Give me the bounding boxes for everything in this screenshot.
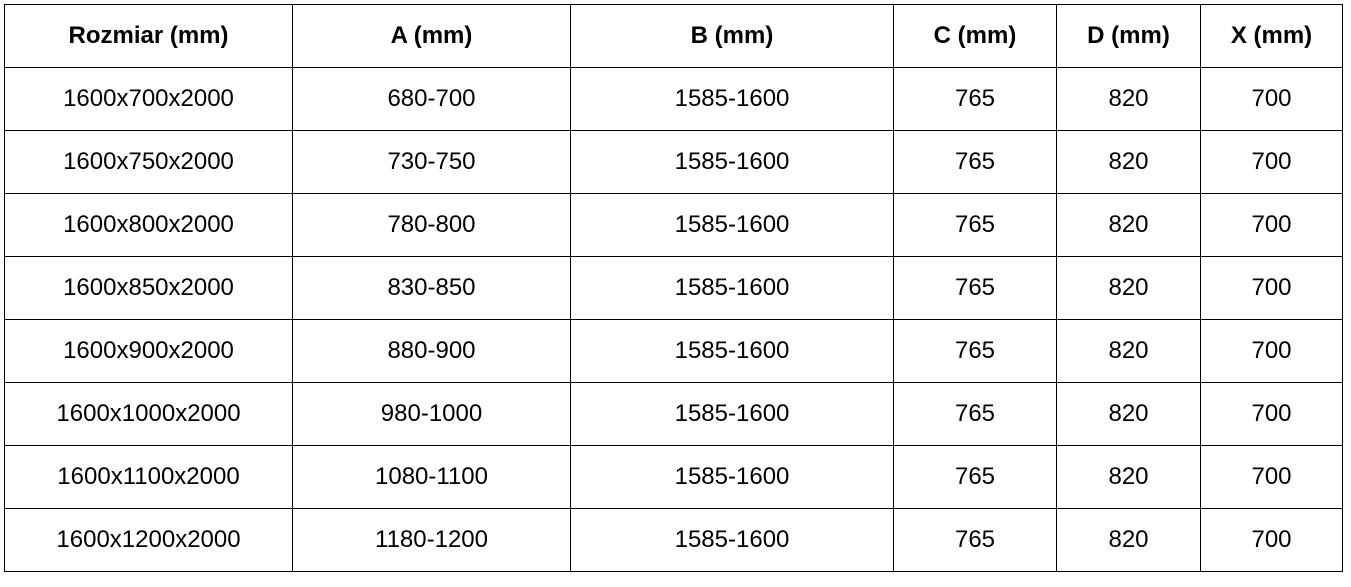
table-row: 1600x900x2000 880-900 1585-1600 765 820 700: [4, 319, 1343, 383]
column-header: X (mm): [1200, 4, 1343, 68]
table-cell: 1600x850x2000: [4, 256, 293, 320]
table-cell: 700: [1200, 382, 1343, 446]
table-cell: 1180-1200: [292, 508, 571, 572]
table-cell: 1585-1600: [570, 193, 894, 257]
table-cell: 1600x1000x2000: [4, 382, 293, 446]
table-cell: 980-1000: [292, 382, 571, 446]
table-cell: 1585-1600: [570, 382, 894, 446]
table-cell: 700: [1200, 508, 1343, 572]
table-cell: 1585-1600: [570, 67, 894, 131]
table-cell: 700: [1200, 445, 1343, 509]
table-cell: 680-700: [292, 67, 571, 131]
dimensions-table: Rozmiar (mm) A (mm) B (mm) C (mm) D (mm) X (m…: [4, 4, 1343, 572]
table-row: 1600x1200x2000 1180-1200 1585-1600 765 820 70…: [4, 508, 1343, 572]
table-cell: 1600x800x2000: [4, 193, 293, 257]
table-cell: 700: [1200, 193, 1343, 257]
table-row: 1600x800x2000 780-800 1585-1600 765 820 700: [4, 193, 1343, 257]
table-cell: 730-750: [292, 130, 571, 194]
table-cell: 820: [1056, 130, 1201, 194]
table-cell: 1600x750x2000: [4, 130, 293, 194]
table-cell: 765: [893, 256, 1057, 320]
table-cell: 820: [1056, 382, 1201, 446]
header-row: Rozmiar (mm) A (mm) B (mm) C (mm) D (mm) X (m…: [4, 4, 1343, 68]
table-cell: 820: [1056, 445, 1201, 509]
table-cell: 820: [1056, 256, 1201, 320]
table-cell: 820: [1056, 193, 1201, 257]
table-cell: 700: [1200, 256, 1343, 320]
table-cell: 820: [1056, 508, 1201, 572]
table-cell: 765: [893, 319, 1057, 383]
table-cell: 1585-1600: [570, 256, 894, 320]
table-cell: 1585-1600: [570, 130, 894, 194]
table-cell: 700: [1200, 319, 1343, 383]
table-cell: 830-850: [292, 256, 571, 320]
table-cell: 1600x1200x2000: [4, 508, 293, 572]
table-cell: 1080-1100: [292, 445, 571, 509]
table-cell: 820: [1056, 319, 1201, 383]
table-cell: 765: [893, 382, 1057, 446]
table-cell: 765: [893, 67, 1057, 131]
table-cell: 765: [893, 508, 1057, 572]
table-cell: 1600x1100x2000: [4, 445, 293, 509]
column-header: A (mm): [292, 4, 571, 68]
table-cell: 765: [893, 130, 1057, 194]
table-cell: 780-800: [292, 193, 571, 257]
table-row: 1600x850x2000 830-850 1585-1600 765 820 700: [4, 256, 1343, 320]
table-cell: 1585-1600: [570, 445, 894, 509]
table-row: 1600x750x2000 730-750 1585-1600 765 820 700: [4, 130, 1343, 194]
column-header: Rozmiar (mm): [4, 4, 293, 68]
table-cell: 765: [893, 445, 1057, 509]
table-row: 1600x1000x2000 980-1000 1585-1600 765 820 700: [4, 382, 1343, 446]
table-cell: 820: [1056, 67, 1201, 131]
table-cell: 700: [1200, 130, 1343, 194]
table-cell: 1600x900x2000: [4, 319, 293, 383]
table-cell: 1585-1600: [570, 508, 894, 572]
table-row: 1600x700x2000 680-700 1585-1600 765 820 700: [4, 67, 1343, 131]
column-header: C (mm): [893, 4, 1057, 68]
table-cell: 880-900: [292, 319, 571, 383]
column-header: D (mm): [1056, 4, 1201, 68]
table-cell: 700: [1200, 67, 1343, 131]
column-header: B (mm): [570, 4, 894, 68]
table-cell: 1585-1600: [570, 319, 894, 383]
table-row: 1600x1100x2000 1080-1100 1585-1600 765 820 70…: [4, 445, 1343, 509]
table-cell: 1600x700x2000: [4, 67, 293, 131]
table-cell: 765: [893, 193, 1057, 257]
